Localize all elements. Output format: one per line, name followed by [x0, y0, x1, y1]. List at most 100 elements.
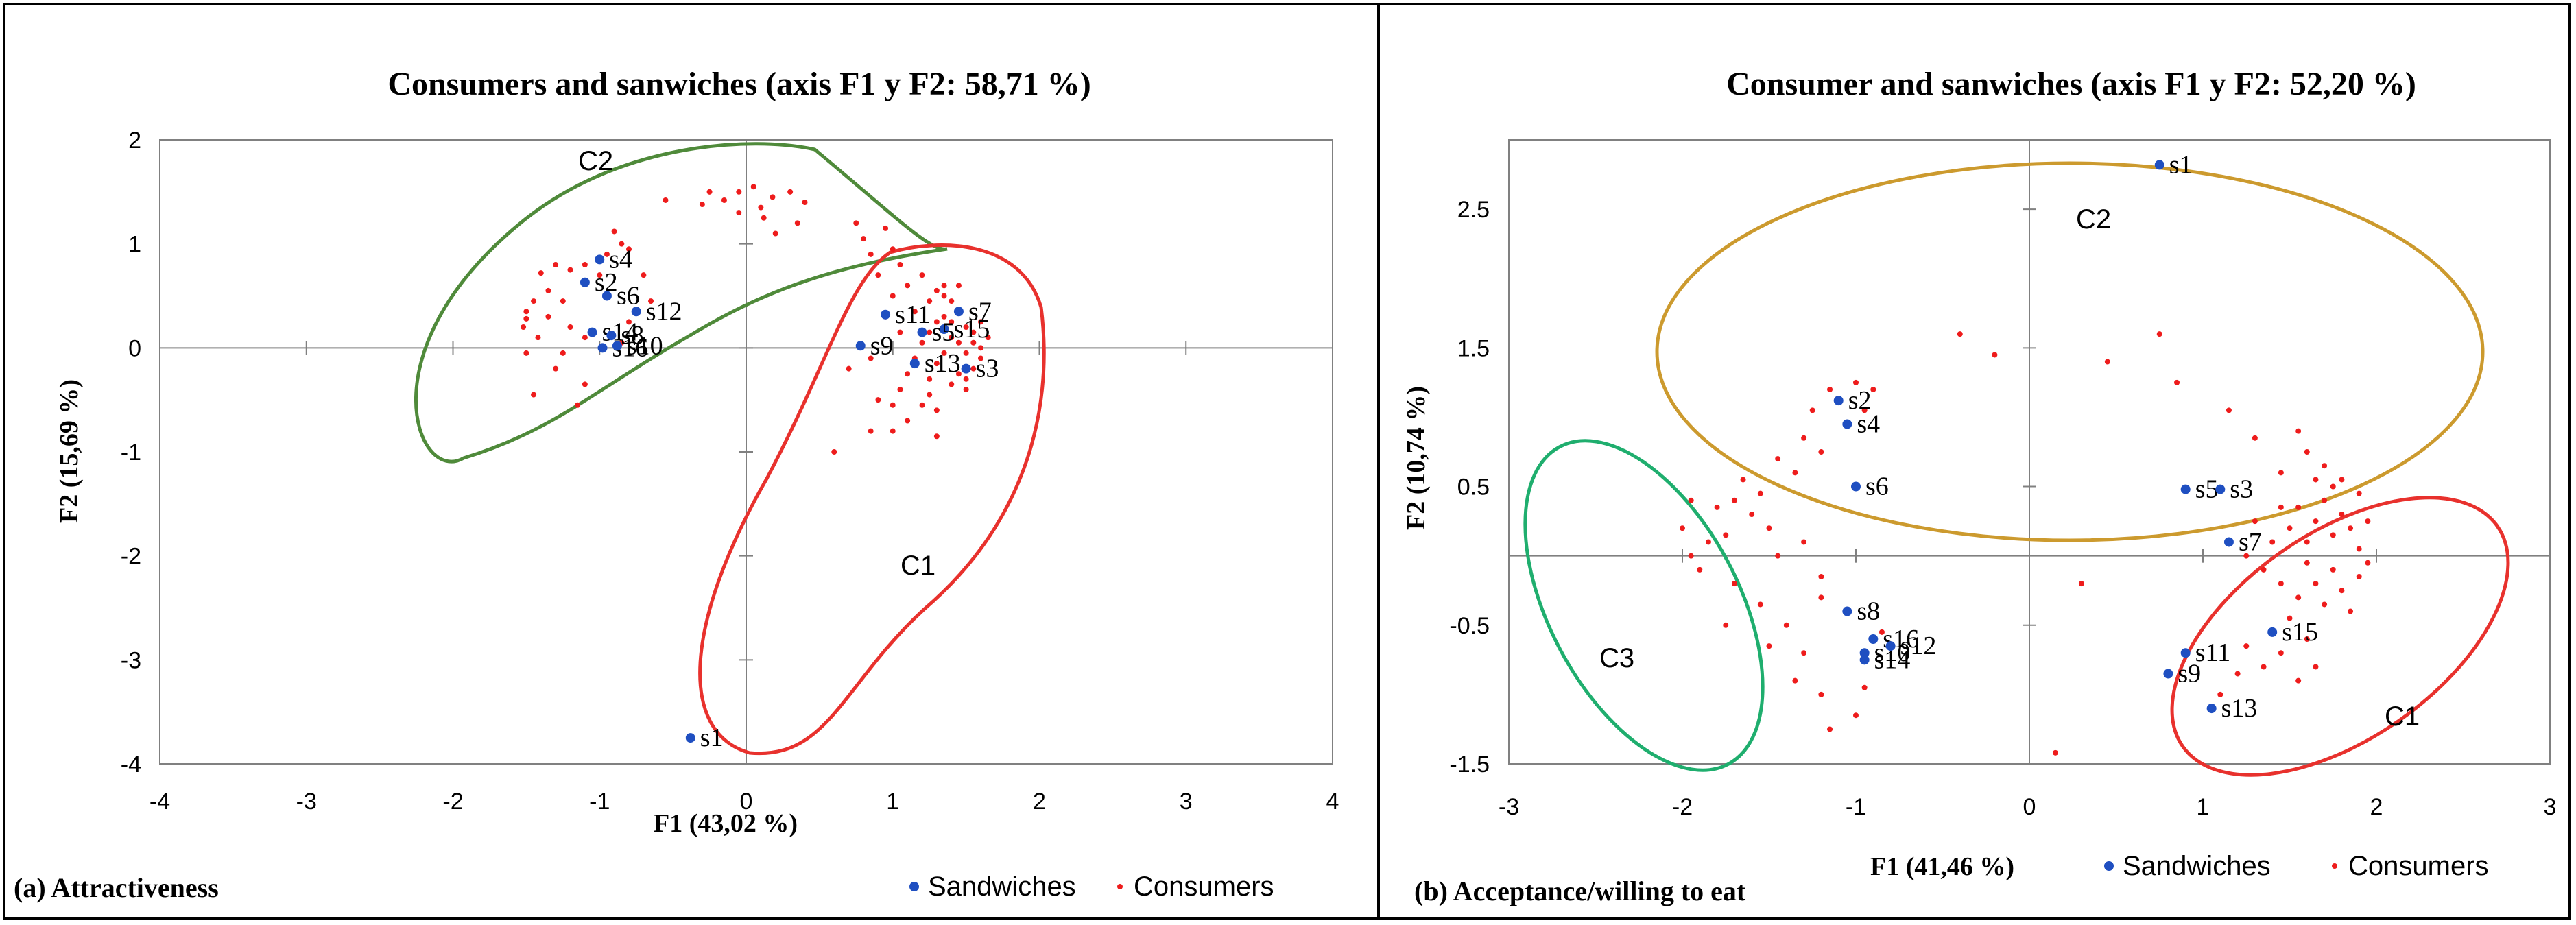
consumer-point — [955, 339, 962, 346]
sandwich-point-s11 — [2180, 648, 2191, 658]
sandwich-point-s14 — [1859, 655, 1870, 665]
consumer-point — [1827, 387, 1833, 392]
consumer-point — [750, 184, 756, 190]
sandwich-point-s11 — [881, 309, 891, 320]
consumer-point — [2278, 504, 2284, 510]
consumer-point — [770, 194, 776, 200]
consumer-point — [2278, 470, 2284, 476]
sandwich-point-s15 — [939, 324, 949, 335]
consumer-point — [2365, 518, 2371, 525]
consumer-point — [560, 298, 566, 304]
consumer-point — [2234, 671, 2241, 677]
consumer-point — [890, 246, 896, 252]
cluster-c1-ellipse — [2170, 496, 2510, 777]
sandwich-label-s7: s7 — [2239, 527, 2262, 556]
cluster-c2-label: C2 — [2076, 204, 2111, 235]
x-tick-label: -1 — [1846, 794, 1866, 820]
sandwich-label-s1: s1 — [700, 723, 724, 752]
consumer-point — [890, 402, 896, 408]
x-tick-label: -4 — [150, 789, 170, 815]
cluster-c2-label: C2 — [578, 146, 613, 176]
consumer-point — [2304, 636, 2310, 642]
consumer-point — [2243, 643, 2250, 649]
consumer-point — [831, 449, 837, 455]
sandwich-point-s4 — [595, 254, 605, 265]
sandwich-label-s12: s12 — [646, 297, 682, 326]
consumer-point — [949, 335, 955, 341]
consumer-point — [1783, 622, 1789, 628]
consumer-point — [905, 418, 911, 424]
y-axis-title: F2 (10,74 %) — [1402, 386, 1431, 530]
consumer-point — [2278, 581, 2284, 587]
consumer-point — [736, 210, 742, 216]
sandwich-point-s8 — [1842, 606, 1852, 616]
attractiveness-chart: Consumers and sanwiches (axis F1 y F2: 5… — [14, 66, 1339, 903]
consumer-point — [2217, 691, 2223, 697]
cluster-c1-label: C1 — [901, 551, 935, 581]
consumer-point — [2313, 664, 2319, 670]
consumer-point — [875, 397, 881, 403]
consumer-point — [919, 339, 925, 346]
y-tick-label: 0.5 — [1457, 474, 1490, 501]
sandwich-point-s12 — [1885, 641, 1896, 651]
consumer-point — [1861, 407, 1868, 413]
sandwich-point-s16 — [597, 343, 608, 353]
sandwich-point-s5 — [2180, 484, 2191, 494]
consumer-point — [611, 228, 617, 235]
consumer-point — [1775, 456, 1781, 462]
consumer-point — [1827, 726, 1833, 732]
panel-attractiveness: Consumers and sanwiches (axis F1 y F2: 5… — [5, 5, 1377, 917]
sandwich-point-s7 — [953, 307, 964, 317]
consumer-point — [1680, 525, 1685, 531]
consumer-point — [582, 381, 588, 387]
consumer-point — [1801, 539, 1807, 545]
x-tick-label: 0 — [2023, 794, 2036, 820]
consumer-point — [1861, 684, 1868, 690]
consumer-point — [933, 319, 940, 325]
consumer-point — [2313, 518, 2319, 525]
consumer-point — [761, 215, 767, 221]
consumer-point — [897, 387, 903, 392]
sandwich-point-s1 — [2154, 160, 2164, 170]
acceptance-chart: Consumer and sanwiches (axis F1 y F2: 52… — [1402, 66, 2556, 906]
consumer-point — [861, 236, 866, 242]
consumer-point — [933, 433, 940, 440]
consumer-point — [927, 376, 933, 382]
consumer-point — [2330, 566, 2336, 573]
x-axis-title: F1 (41,46 %) — [1870, 852, 2014, 881]
consumer-point — [521, 324, 527, 330]
consumer-point — [949, 298, 955, 304]
consumer-point — [970, 365, 977, 372]
x-tick-label: 0 — [740, 789, 753, 815]
sandwich-point-s8 — [606, 331, 617, 341]
sandwich-point-s2 — [1833, 396, 1844, 406]
consumer-point — [535, 335, 541, 341]
x-tick-label: 4 — [1326, 789, 1339, 815]
consumer-point — [736, 189, 742, 195]
consumer-point — [787, 189, 794, 195]
x-tick-label: 3 — [1180, 789, 1193, 815]
sandwich-label-s8: s8 — [1857, 597, 1880, 626]
legend-consumers-label: Consumers — [2348, 851, 2489, 881]
consumer-point — [531, 392, 537, 398]
figure-frame — [3, 3, 2571, 920]
sandwich-label-s13: s13 — [2221, 694, 2258, 723]
cluster-c1-label: C1 — [2385, 701, 2420, 732]
consumer-point — [772, 230, 778, 237]
consumer-point — [582, 335, 588, 341]
consumer-point — [641, 272, 647, 278]
x-tick-label: -1 — [589, 789, 610, 815]
cluster-c3-label: C3 — [1599, 643, 1634, 673]
consumer-point — [2243, 553, 2250, 559]
sandwich-label-s5: s5 — [932, 318, 955, 347]
legend-consumers-marker — [2332, 863, 2337, 869]
consumer-point — [663, 197, 669, 203]
consumer-point — [2269, 539, 2276, 545]
panel-subtitle: (a) Attractiveness — [14, 872, 219, 903]
consumer-point — [1731, 497, 1737, 503]
consumer-point — [2313, 581, 2319, 587]
consumer-point — [2078, 581, 2084, 587]
consumer-point — [1870, 387, 1876, 392]
sandwich-point-s12 — [631, 307, 641, 317]
consumer-point — [1723, 532, 1729, 538]
